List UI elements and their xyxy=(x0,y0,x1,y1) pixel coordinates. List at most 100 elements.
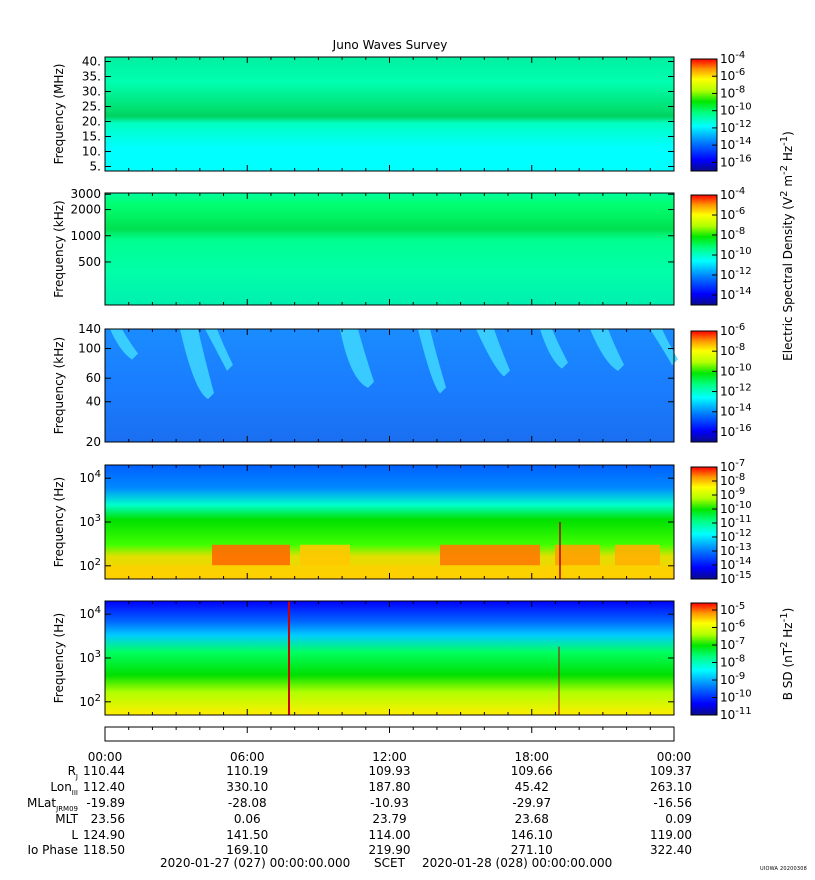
radio-burst xyxy=(205,329,233,371)
y-tick-label: 103 xyxy=(79,513,101,529)
y-tick-label: 25. xyxy=(82,100,101,114)
y-axis-label: Frequency (Hz) xyxy=(52,613,66,704)
colorbar-tick-label: 10-14 xyxy=(720,556,752,572)
ephemeris-value: -19.89 xyxy=(86,796,125,810)
y-tick-label: 3000 xyxy=(70,187,101,201)
ephemeris-value: 219.90 xyxy=(369,843,411,857)
y-tick-label: 10. xyxy=(82,145,101,159)
ephemeris-value: 187.80 xyxy=(369,780,411,794)
y-tick-label: 20. xyxy=(82,115,101,129)
ephemeris-value: 45.42 xyxy=(515,780,549,794)
y-tick-label: 104 xyxy=(79,605,101,621)
y-tick-label: 40 xyxy=(86,395,101,409)
y-tick-label: 100 xyxy=(78,342,101,356)
colorbar-tick-label: 10-6 xyxy=(720,67,745,83)
colorbar-tick-label: 10-14 xyxy=(720,136,752,152)
time-tick-label: 12:00 xyxy=(372,750,407,764)
colorbar-tick-label: 10-16 xyxy=(720,423,752,439)
colorbar-tick-label: 10-13 xyxy=(720,542,752,558)
colorbar-tick-label: 10-8 xyxy=(720,226,745,242)
radio-burst xyxy=(340,329,374,388)
ephemeris-label: L xyxy=(71,828,78,842)
ephemeris-value: 146.10 xyxy=(511,828,553,842)
colorbar-tick-label: 10-14 xyxy=(720,286,752,302)
spectrogram-image xyxy=(105,601,674,715)
colorbar-label-magnetic: B SD (nT2 Hz-1) xyxy=(779,608,795,701)
colorbar xyxy=(690,58,718,172)
emission-band xyxy=(555,544,600,566)
y-tick-label: 30. xyxy=(82,85,101,99)
ephemeris-value: 0.06 xyxy=(234,812,261,826)
ephemeris-value: 0.09 xyxy=(665,812,692,826)
ephemeris-value: 109.66 xyxy=(511,764,553,778)
y-tick-label: 104 xyxy=(79,469,101,485)
ephemeris-value: 169.10 xyxy=(226,843,268,857)
colorbar-tick-label: 10-12 xyxy=(720,266,752,282)
ephemeris-label: LonIII xyxy=(50,780,78,797)
colorbar-tick-label: 10-15 xyxy=(720,570,752,586)
ephemeris-value: 110.19 xyxy=(226,764,268,778)
ephemeris-value: 119.00 xyxy=(650,828,692,842)
colorbar xyxy=(690,330,718,443)
ephemeris-value: 330.10 xyxy=(226,780,268,794)
time-tick-label: 00:00 xyxy=(88,750,123,764)
ephemeris-value: 271.10 xyxy=(511,843,553,857)
radio-burst xyxy=(418,329,446,394)
emission-band xyxy=(615,544,660,566)
colorbar-tick-label: 10-10 xyxy=(720,246,752,262)
ephemeris-value: 322.40 xyxy=(650,843,692,857)
ephemeris-value: 23.56 xyxy=(91,812,125,826)
colorbar-tick-label: 10-12 xyxy=(720,119,752,135)
radio-burst xyxy=(476,329,510,377)
y-tick-label: 60 xyxy=(86,371,101,385)
y-tick-label: 500 xyxy=(78,255,101,269)
ephemeris-value: -28.08 xyxy=(228,796,267,810)
colorbar-tick-label: 10-5 xyxy=(720,601,745,617)
colorbar-tick-label: 10-9 xyxy=(720,671,745,687)
ephemeris-label: Io Phase xyxy=(27,843,78,857)
credit-label: UIOWA 20200308 xyxy=(760,866,807,872)
spectrogram-panel: 140 100 60 40 20 Frequency (kHz) 10-6 10-8 10-10… xyxy=(52,322,752,449)
ephemeris-value: 110.44 xyxy=(83,764,125,778)
ephemeris-value: 109.93 xyxy=(369,764,411,778)
time-tick-label: 00:00 xyxy=(657,750,692,764)
emission-band xyxy=(440,544,540,566)
y-tick-label: 5. xyxy=(90,160,101,174)
colorbar-tick-label: 10-6 xyxy=(720,619,745,635)
y-axis-label: Frequency (Hz) xyxy=(52,477,66,568)
y-tick-label: 140 xyxy=(78,322,101,336)
colorbar-tick-label: 10-4 xyxy=(720,186,745,202)
colorbar xyxy=(690,194,718,306)
y-tick-label: 102 xyxy=(79,693,101,709)
chart-title: Juno Waves Survey xyxy=(332,38,448,52)
ephemeris-value: -10.93 xyxy=(370,796,409,810)
time-tick-label: 18:00 xyxy=(514,750,549,764)
footer-scet-label: SCET xyxy=(374,856,405,870)
emission-band xyxy=(212,544,290,566)
colorbar-tick-label: 10-6 xyxy=(720,322,745,338)
footer-end-time: 2020-01-28 (028) 00:00:00.000 xyxy=(422,856,613,870)
y-tick-label: 20 xyxy=(86,435,101,449)
y-tick-label: 40. xyxy=(82,55,101,69)
colorbar-tick-label: 10-12 xyxy=(720,383,752,399)
colorbar-tick-label: 10-7 xyxy=(720,458,745,474)
emission-band xyxy=(300,544,350,566)
spectrogram-panel: 3000 2000 1000 500 Frequency (kHz) 10-4 10-6 10… xyxy=(52,186,752,306)
ephemeris-value: 124.90 xyxy=(83,828,125,842)
colorbar-tick-label: 10-11 xyxy=(720,706,752,722)
colorbar-tick-label: 10-4 xyxy=(720,50,745,66)
radio-burst xyxy=(180,329,214,400)
y-tick-label: 35. xyxy=(82,70,101,84)
y-tick-label: 15. xyxy=(82,130,101,144)
colorbar-tick-label: 10-8 xyxy=(720,654,745,670)
spectrogram-image xyxy=(105,57,674,171)
ephemeris-value: -29.97 xyxy=(512,796,551,810)
ephemeris-value: 23.79 xyxy=(372,812,406,826)
ephemeris-label: RJ xyxy=(68,764,78,781)
radio-burst xyxy=(590,329,624,371)
colorbar-tick-label: 10-10 xyxy=(720,102,752,118)
ephemeris-label: MLT xyxy=(55,812,78,826)
colorbar-tick-label: 10-8 xyxy=(720,342,745,358)
